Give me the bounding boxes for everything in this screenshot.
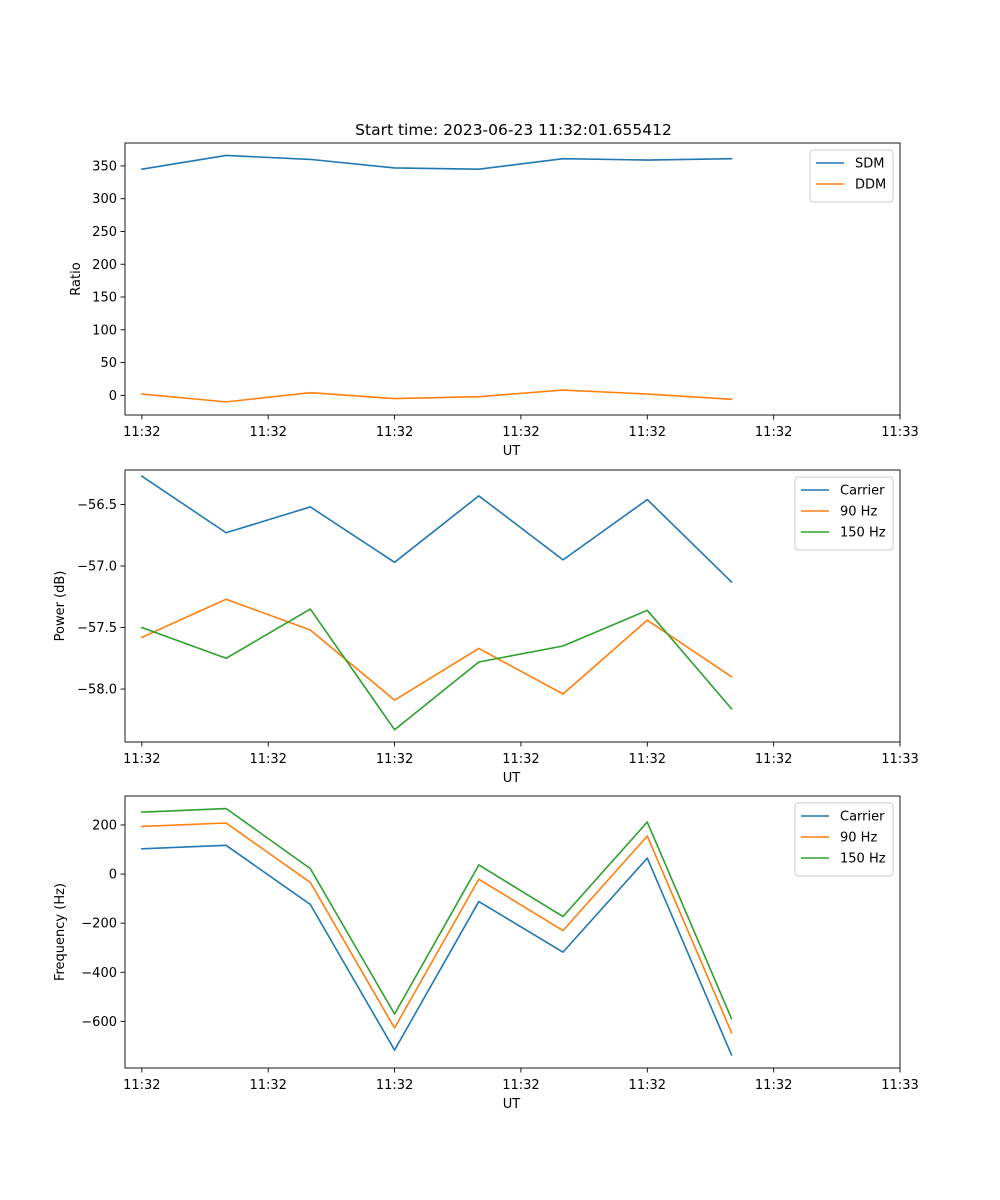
chart-panel-3: 11:32 11:32 11:32 11:32 11:32 11:32 11:33 −600 −… (53, 795, 919, 1112)
y-tick-label: −57.5 (77, 621, 117, 636)
x-tick-label: 11:32 (376, 752, 413, 767)
y-tick-label: −600 (81, 1015, 117, 1030)
series-line-ddm (140, 389, 733, 403)
y-axis-label: Ratio (69, 262, 84, 295)
y-axis-label: Power (dB) (53, 571, 68, 642)
y-tick-label: 150 (92, 291, 117, 306)
y-tick-label: 100 (92, 323, 117, 338)
legend-entry-label: 150 Hz (840, 526, 886, 541)
legend-entry-label: Carrier (840, 484, 885, 499)
y-tick-label: −56.5 (77, 498, 117, 513)
legend-entry-label: 90 Hz (840, 505, 877, 520)
x-tick-label: 11:32 (502, 752, 539, 767)
legend: Carrier 90 Hz 150 Hz (794, 476, 894, 551)
series-line-sdm (140, 154, 733, 171)
y-tick-label: 200 (92, 258, 117, 273)
x-tick-label: 11:32 (249, 752, 286, 767)
series-line-90-hz (141, 822, 733, 1034)
legend-entry-label: SDM (855, 157, 884, 172)
x-tick-label: 11:32 (502, 1078, 539, 1093)
x-tick-label: 11:32 (249, 425, 286, 440)
legend: SDM DDM (809, 149, 894, 203)
x-tick-label: 11:32 (123, 752, 160, 767)
series-line-90-hz (140, 598, 733, 701)
x-tick-label: 11:33 (881, 752, 918, 767)
legend-entry-label: DDM (855, 178, 886, 193)
x-tick-label: 11:32 (629, 1078, 666, 1093)
y-tick-label: −400 (81, 966, 117, 981)
x-tick-label: 11:32 (249, 1078, 286, 1093)
x-tick-label: 11:32 (502, 425, 539, 440)
x-tick-label: 11:32 (755, 1078, 792, 1093)
legend: Carrier 90 Hz 150 Hz (794, 802, 894, 877)
x-tick-label: 11:32 (123, 425, 160, 440)
legend-entry-label: 90 Hz (840, 831, 877, 846)
x-axis-label: UT (503, 771, 521, 786)
series-line-150-hz (141, 807, 733, 1020)
y-tick-label: 0 (109, 868, 117, 883)
chart-panel-1: 11:32 11:32 11:32 11:32 11:32 11:32 11:33 0 50 10… (69, 121, 919, 459)
x-tick-label: 11:32 (376, 425, 413, 440)
legend-entry-label: 150 Hz (840, 852, 886, 867)
y-tick-label: 200 (92, 818, 117, 833)
x-tick-label: 11:32 (755, 425, 792, 440)
x-axis-label: UT (503, 1097, 521, 1112)
y-tick-label: 350 (92, 159, 117, 174)
x-tick-label: 11:32 (629, 425, 666, 440)
x-tick-label: 11:32 (123, 1078, 160, 1093)
axes-frame (124, 142, 901, 416)
y-axis-label: Frequency (Hz) (53, 883, 68, 981)
legend-entry-label: Carrier (840, 810, 885, 825)
x-tick-label: 11:32 (755, 752, 792, 767)
y-tick-label: −58.0 (77, 683, 117, 698)
x-tick-label: 11:32 (629, 752, 666, 767)
axes-frame (124, 795, 901, 1069)
x-tick-label: 11:32 (376, 1078, 413, 1093)
y-tick-label: 300 (92, 192, 117, 207)
chart-title: Start time: 2023-06-23 11:32:01.655412 (355, 121, 672, 139)
y-tick-label: 250 (92, 225, 117, 240)
series-line-carrier (140, 475, 733, 584)
x-tick-label: 11:33 (881, 1078, 918, 1093)
axes-frame (124, 469, 901, 743)
series-line-150-hz (140, 608, 733, 731)
y-tick-label: 50 (100, 356, 117, 371)
y-tick-label: −57.0 (77, 560, 117, 575)
x-tick-label: 11:33 (881, 425, 918, 440)
y-tick-label: −200 (81, 917, 117, 932)
y-tick-label: 0 (109, 389, 117, 404)
series-line-carrier (141, 844, 733, 1057)
x-axis-label: UT (503, 444, 521, 459)
chart-panel-2: 11:32 11:32 11:32 11:32 11:32 11:32 11:33 −58.0… (53, 469, 919, 786)
